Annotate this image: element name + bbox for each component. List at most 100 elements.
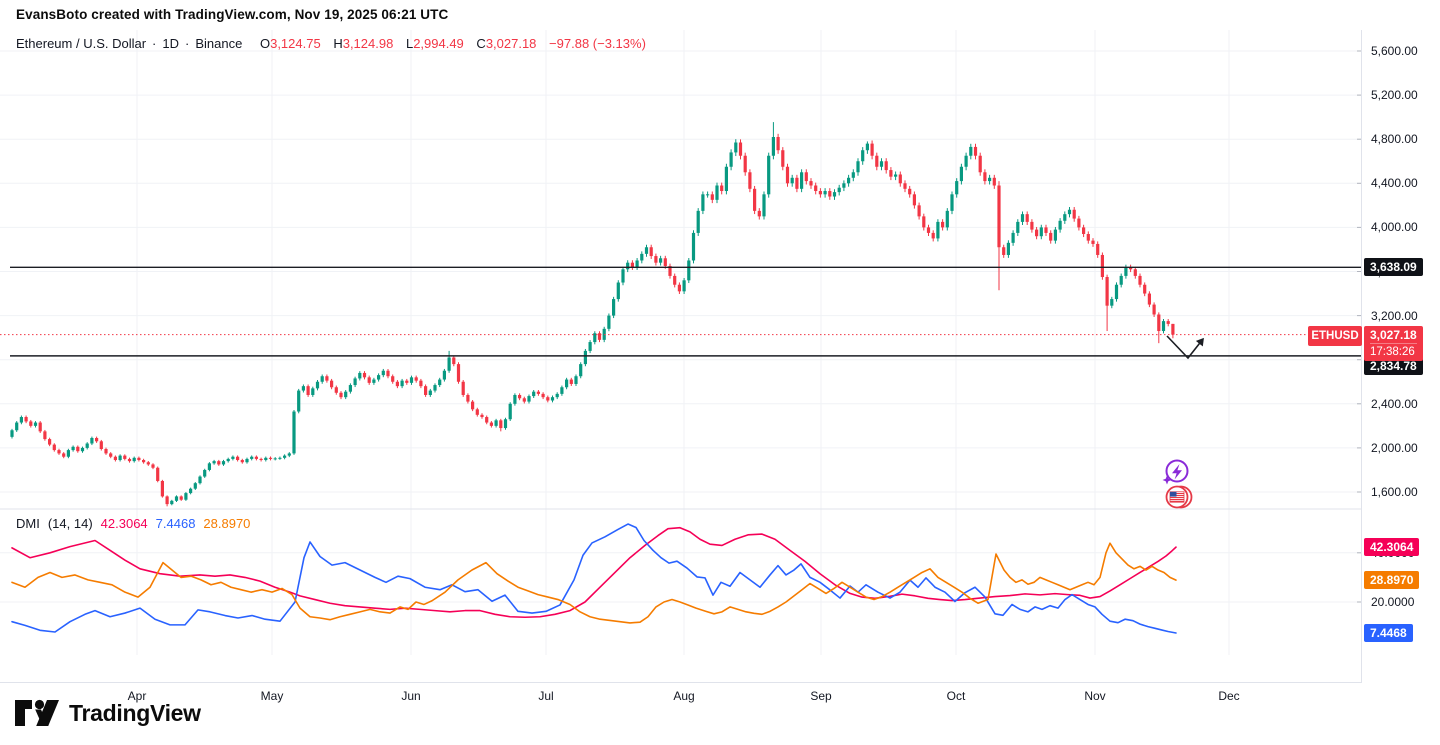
candle bbox=[837, 184, 841, 196]
candle bbox=[701, 191, 705, 215]
candle bbox=[560, 385, 564, 396]
candle bbox=[926, 224, 931, 236]
candle bbox=[71, 445, 75, 452]
candle bbox=[978, 152, 982, 176]
candle bbox=[828, 188, 832, 200]
candle bbox=[485, 415, 489, 425]
candle bbox=[884, 158, 888, 174]
candle bbox=[616, 280, 620, 302]
open-label: O bbox=[259, 36, 271, 51]
tradingview-mark-icon bbox=[15, 699, 59, 726]
candle bbox=[33, 421, 38, 428]
dmi-adx-line[interactable] bbox=[11, 526, 1177, 619]
candle bbox=[29, 419, 33, 428]
candle bbox=[992, 174, 996, 189]
candle bbox=[207, 462, 211, 472]
candle bbox=[221, 459, 226, 466]
dmi-minus-di-value: 28.8970 bbox=[203, 516, 251, 531]
level-price-label: 3,638.09 bbox=[1364, 258, 1423, 277]
candle bbox=[250, 455, 254, 461]
price-chart-pane[interactable] bbox=[0, 0, 1362, 683]
candle bbox=[1143, 282, 1147, 297]
candle bbox=[1166, 319, 1170, 327]
candle bbox=[1011, 230, 1015, 246]
candle bbox=[409, 375, 414, 385]
flash-icon[interactable] bbox=[1162, 459, 1189, 485]
candle bbox=[334, 385, 338, 395]
candle bbox=[555, 392, 559, 400]
candle bbox=[908, 185, 912, 198]
candle bbox=[259, 457, 263, 462]
candle bbox=[894, 171, 898, 181]
candle bbox=[832, 189, 837, 200]
candle bbox=[917, 202, 921, 220]
high-label: H bbox=[333, 36, 343, 51]
candle bbox=[738, 139, 743, 160]
candle bbox=[532, 390, 536, 398]
high-value: 3,124.98 bbox=[342, 36, 394, 51]
candle bbox=[372, 377, 376, 385]
candle bbox=[762, 191, 766, 220]
time-axis-month-label: Dec bbox=[1218, 689, 1240, 703]
tradingview-logo[interactable]: TradingView bbox=[14, 697, 201, 729]
candle bbox=[964, 152, 968, 171]
event-markers bbox=[1162, 459, 1193, 509]
candle bbox=[452, 355, 456, 367]
candle bbox=[691, 230, 696, 264]
candle bbox=[400, 378, 404, 389]
candle bbox=[76, 445, 80, 453]
interval-label[interactable]: 1D bbox=[162, 36, 180, 51]
candle bbox=[471, 399, 475, 412]
price-axis[interactable]: 20.000040.00001,600.002,000.002,400.002,… bbox=[1362, 30, 1440, 683]
candle bbox=[743, 152, 747, 176]
dmi-plus-di-line[interactable] bbox=[11, 523, 1177, 634]
drawn-arrow-annotation[interactable] bbox=[1166, 335, 1204, 360]
exchange-label[interactable]: Binance bbox=[195, 36, 243, 51]
candle bbox=[466, 393, 470, 404]
candle bbox=[24, 415, 28, 424]
candle bbox=[85, 442, 89, 450]
candle bbox=[851, 169, 855, 182]
candle bbox=[682, 277, 686, 294]
candle bbox=[1110, 296, 1114, 309]
dmi-minus-di-line[interactable] bbox=[11, 542, 1177, 624]
candle bbox=[170, 499, 174, 506]
dmi-plus-di-value: 7.4468 bbox=[155, 516, 196, 531]
candle bbox=[339, 391, 343, 400]
candle bbox=[203, 468, 207, 478]
candle bbox=[174, 495, 179, 502]
dmi-title[interactable]: DMI bbox=[16, 516, 40, 531]
candle bbox=[720, 182, 724, 195]
symbol-title[interactable]: Ethereum / U.S. Dollar bbox=[16, 36, 147, 51]
candle bbox=[15, 421, 19, 432]
candle bbox=[1161, 319, 1166, 334]
dmi-value-badge: 42.3064 bbox=[1364, 538, 1420, 557]
us-flag-icon[interactable] bbox=[1165, 485, 1193, 509]
time-axis[interactable]: Apr May Jun Jul Aug Sep Oct Nov Dec bbox=[0, 683, 1440, 709]
candle bbox=[503, 417, 508, 430]
candle bbox=[57, 448, 61, 455]
candle bbox=[823, 188, 827, 198]
candle bbox=[593, 331, 597, 345]
candle bbox=[1105, 274, 1109, 332]
close-value: 3,027.18 bbox=[485, 36, 537, 51]
candle bbox=[245, 457, 249, 464]
candle bbox=[231, 455, 235, 461]
candle bbox=[508, 402, 512, 421]
dmi-params[interactable]: (14, 14) bbox=[47, 516, 93, 531]
candle bbox=[414, 375, 418, 383]
candle bbox=[945, 208, 949, 231]
legend-separator: · bbox=[152, 36, 157, 51]
candle bbox=[1067, 207, 1072, 218]
dmi-lines-layer bbox=[11, 523, 1177, 634]
candle bbox=[433, 383, 437, 393]
candle bbox=[565, 377, 569, 390]
candle bbox=[1020, 211, 1025, 226]
ohlc-values: O3,124.75 H3,124.98 L2,994.49 C3,027.18 … bbox=[260, 36, 646, 51]
candle bbox=[771, 122, 775, 160]
candle bbox=[330, 378, 334, 390]
candle bbox=[955, 178, 959, 198]
candle bbox=[715, 182, 719, 204]
symbol-price-badge[interactable]: ETHUSD bbox=[1308, 326, 1362, 347]
candle bbox=[809, 178, 813, 189]
